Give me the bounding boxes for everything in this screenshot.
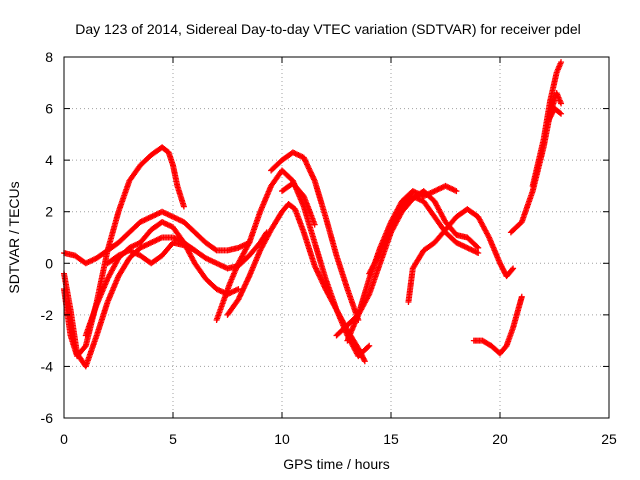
y-tick-label: 8 xyxy=(45,49,53,65)
series-sat-b xyxy=(61,208,253,267)
data-point xyxy=(365,343,372,350)
series-sat-n xyxy=(470,293,525,357)
series-sat-i xyxy=(279,180,318,228)
x-tick-label: 20 xyxy=(492,431,508,447)
series-sat-g xyxy=(224,200,368,365)
data-point xyxy=(235,286,242,293)
x-tick-label: 15 xyxy=(383,431,399,447)
series-sat-q xyxy=(544,105,565,125)
data-point xyxy=(453,188,460,195)
data-point xyxy=(558,59,565,66)
y-tick-label: -2 xyxy=(41,307,54,323)
y-tick-label: -6 xyxy=(41,410,54,426)
y-tick-label: -4 xyxy=(41,358,54,374)
data-marks xyxy=(61,59,565,370)
series-sat-m xyxy=(405,206,517,305)
data-point xyxy=(311,221,318,228)
data-point xyxy=(366,342,373,349)
series-sat-h xyxy=(268,149,362,324)
x-tick-label: 5 xyxy=(169,431,177,447)
data-point xyxy=(558,110,565,117)
data-point xyxy=(518,293,525,300)
tick-labels: 0 5 10 15 20 25 -6 -4 -2 0 2 4 6 8 xyxy=(41,49,617,447)
data-point xyxy=(558,100,565,107)
data-point xyxy=(212,246,219,253)
y-tick-label: 2 xyxy=(45,204,53,220)
y-tick-label: 0 xyxy=(45,255,53,271)
series-sat-d xyxy=(82,219,242,339)
y-tick-label: 4 xyxy=(45,152,53,168)
series-sat-l xyxy=(366,193,482,277)
data-point xyxy=(510,265,517,272)
x-tick-label: 10 xyxy=(274,431,290,447)
plot-frame xyxy=(63,56,610,419)
axis-ticks xyxy=(63,56,610,419)
y-axis-title: SDTVAR / TECUs xyxy=(6,181,22,293)
x-axis-title: GPS time / hours xyxy=(283,456,390,472)
series-sat-e xyxy=(104,239,198,267)
data-point xyxy=(475,249,482,256)
data-point xyxy=(81,343,88,350)
data-point xyxy=(509,266,516,273)
series-sat-p xyxy=(529,59,565,189)
data-point xyxy=(556,109,563,116)
data-point xyxy=(180,203,187,210)
data-point xyxy=(191,247,198,254)
x-tick-label: 25 xyxy=(601,431,617,447)
data-point xyxy=(474,243,481,250)
data-point xyxy=(361,358,368,365)
data-point xyxy=(361,356,368,363)
chart-title: Day 123 of 2014, Sidereal Day-to-day VTE… xyxy=(75,21,581,37)
data-point xyxy=(475,244,482,251)
y-tick-label: 6 xyxy=(45,101,53,117)
x-tick-label: 0 xyxy=(60,431,68,447)
